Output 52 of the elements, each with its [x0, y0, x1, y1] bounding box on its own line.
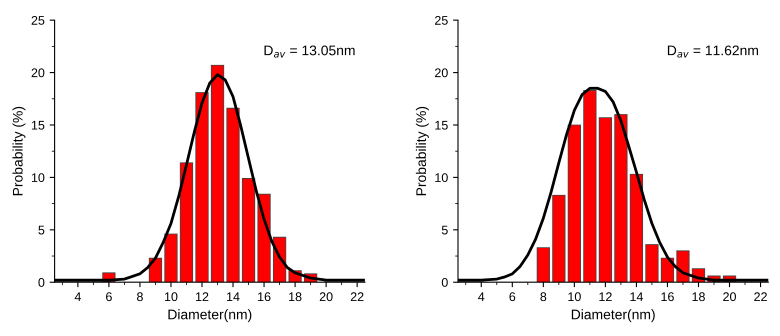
y-tick-label: 10 — [435, 173, 448, 182]
bar — [568, 124, 581, 282]
y-tick-label: 0 — [442, 278, 448, 287]
bar — [210, 64, 224, 282]
annotation: D$_{av}$ = 11.62nm — [668, 45, 758, 58]
bar — [552, 194, 566, 282]
bar — [598, 117, 612, 282]
x-axis-title: Diameter(nm) — [168, 309, 252, 322]
y-axis-title: Probability (%) — [12, 106, 26, 196]
bar — [614, 114, 628, 282]
x-tick-label: 12 — [196, 292, 208, 302]
x-tick-label: 22 — [754, 292, 767, 302]
x-tick-label: 18 — [289, 292, 302, 302]
bar — [645, 244, 659, 282]
y-tick-label: 20 — [32, 68, 44, 78]
x-tick-label: 4 — [74, 292, 81, 302]
annotation: D$_{av}$ = 13.05nm — [264, 45, 355, 58]
x-tick-label: 16 — [661, 292, 674, 302]
x-tick-label: 14 — [227, 292, 240, 302]
y-tick-label: 25 — [435, 16, 448, 25]
bar — [164, 234, 178, 282]
bar — [226, 108, 240, 282]
bar — [180, 162, 194, 282]
bar — [630, 174, 644, 282]
x-tick-label: 20 — [723, 292, 736, 302]
y-tick-label: 10 — [32, 173, 44, 182]
y-tick-label: 15 — [435, 120, 448, 130]
x-axis-title: Diameter(nm) — [572, 309, 655, 322]
x-tick-label: 6 — [106, 292, 112, 302]
x-tick-label: 8 — [540, 292, 546, 302]
y-tick-label: 25 — [32, 16, 44, 25]
y-tick-label: 5 — [38, 226, 44, 234]
bar — [242, 178, 256, 282]
x-tick-label: 8 — [137, 292, 143, 302]
bar — [536, 247, 550, 282]
x-tick-label: 4 — [478, 292, 484, 302]
bar — [583, 90, 596, 282]
y-axis-title: Probability (%) — [416, 106, 429, 196]
x-tick-label: 22 — [350, 292, 364, 302]
y-tick-label: 15 — [32, 120, 44, 130]
x-tick-label: 6 — [509, 292, 516, 302]
y-tick-label: 20 — [435, 68, 448, 78]
x-tick-label: 10 — [568, 292, 581, 302]
x-tick-label: 10 — [164, 292, 178, 302]
bar — [195, 92, 209, 282]
x-tick-label: 12 — [599, 292, 612, 302]
y-tick-label: 0 — [38, 278, 44, 287]
x-tick-label: 16 — [258, 292, 270, 302]
y-tick-label: 5 — [442, 226, 448, 234]
x-tick-label: 18 — [692, 292, 705, 302]
x-tick-label: 20 — [320, 292, 333, 302]
x-tick-label: 14 — [630, 292, 644, 302]
